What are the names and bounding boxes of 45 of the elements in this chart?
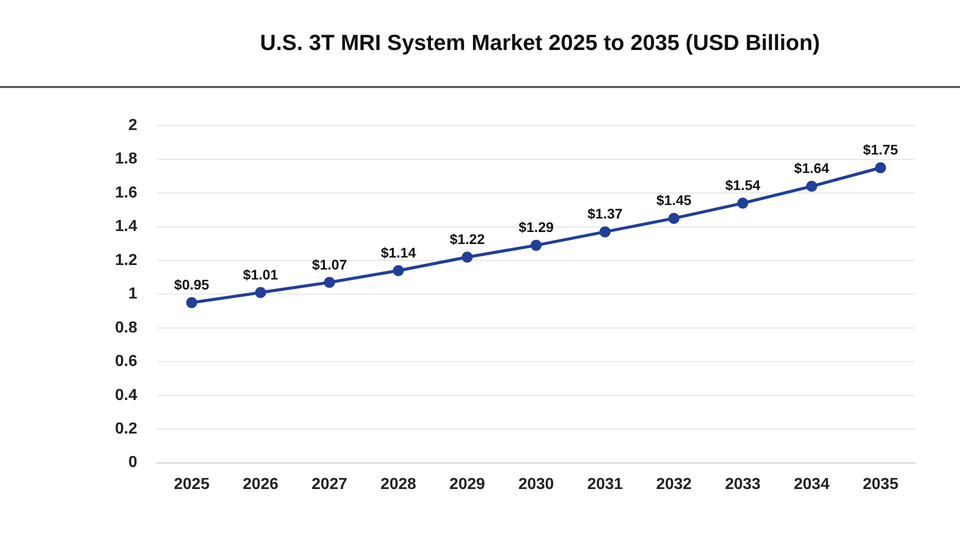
point (668, 212, 680, 224)
y-tick-label: 0.2 (114, 420, 138, 438)
point (875, 162, 886, 174)
data-label: $1.54 (725, 177, 761, 194)
x-tick-label: 2033 (724, 476, 761, 493)
data-label: $1.07 (312, 256, 348, 272)
x-tick-label: 2029 (449, 476, 486, 493)
y-tick-label: 0.8 (114, 319, 138, 336)
data-label: $1.64 (794, 160, 830, 176)
y-tick-label: 1 (128, 286, 138, 303)
point (530, 240, 542, 251)
x-tick-label: 2034 (794, 476, 830, 493)
point (462, 252, 473, 263)
data-label: $1.22 (450, 230, 485, 247)
point (737, 198, 748, 209)
chart-title: U.S. 3T MRI System Market 2025 to 2035 (USD Billion) (259, 30, 821, 56)
point (324, 276, 335, 288)
y-tick-label: 1.8 (114, 150, 138, 168)
x-tick-label: 2035 (862, 476, 898, 493)
x-tick-label: 2030 (518, 476, 554, 493)
y-tick-label: 0.4 (114, 386, 138, 404)
data-label: $1.45 (656, 192, 692, 208)
x-tick-label: 2026 (242, 476, 278, 493)
point (806, 180, 818, 192)
data-label: $0.95 (174, 276, 210, 292)
x-tick-label: 2025 (174, 476, 210, 493)
data-label: $1.14 (380, 244, 416, 260)
point (392, 265, 404, 276)
y-tick-label: 0.6 (114, 353, 138, 370)
point (186, 297, 198, 308)
x-tick-label: 2031 (587, 476, 623, 493)
data-label: $1.37 (587, 206, 623, 222)
y-tick-label: 1.4 (114, 218, 138, 236)
y-tick-label: 1.2 (114, 252, 138, 269)
data-label: $1.75 (863, 142, 898, 158)
data-label: $1.01 (243, 266, 278, 282)
x-tick-label: 2028 (380, 476, 416, 493)
point (600, 226, 611, 238)
x-tick-label: 2027 (312, 476, 348, 493)
y-tick-label: 0 (128, 454, 138, 472)
y-tick-label: 1.6 (114, 184, 138, 202)
point (255, 287, 266, 298)
y-tick-label: 2 (128, 117, 138, 134)
x-tick-label: 2032 (656, 476, 692, 493)
data-label: $1.29 (518, 219, 554, 236)
